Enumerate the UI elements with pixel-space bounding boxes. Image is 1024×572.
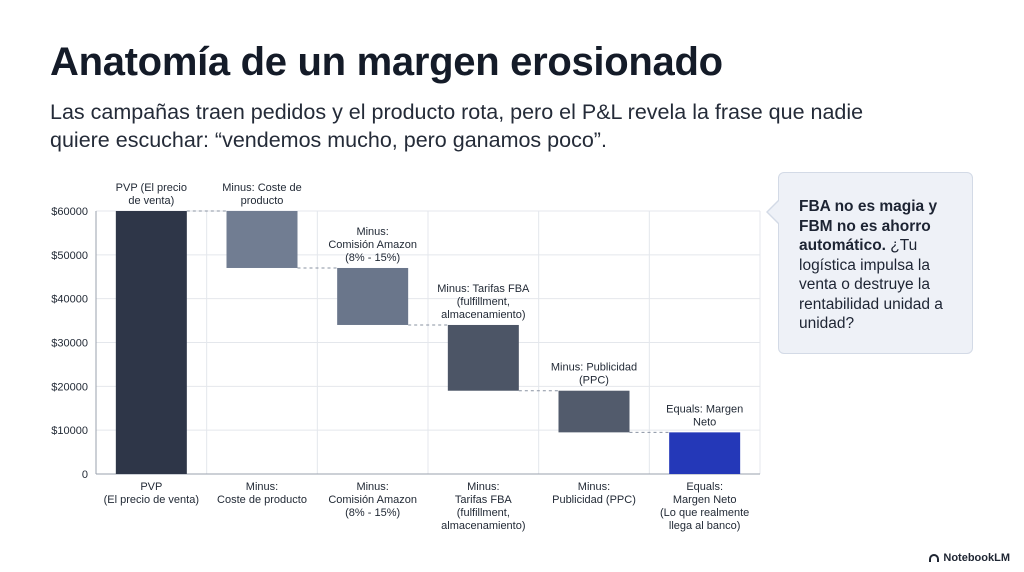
x-category-label: Tarifas FBA [455, 494, 513, 506]
notebooklm-logo-icon [929, 554, 940, 562]
x-category-label: Minus: [467, 481, 499, 493]
x-category-label: Publicidad (PPC) [552, 494, 636, 506]
x-category-label: Minus: [578, 481, 610, 493]
x-category-label: (Lo que realmente [660, 507, 749, 519]
bar-top-label: Minus: Tarifas FBA [437, 283, 530, 295]
x-category-label: llega al banco) [669, 520, 741, 532]
y-tick-label: $10000 [51, 425, 88, 437]
callout-bold-text: FBA no es magia y FBM no es ahorro autom… [799, 198, 938, 254]
y-tick-label: 0 [82, 469, 88, 481]
y-tick-label: $50000 [51, 250, 88, 262]
y-tick-label: $60000 [51, 206, 88, 218]
bar-top-label: (8% - 15%) [345, 252, 400, 264]
bar-top-label: Minus: Coste de [222, 182, 301, 194]
bar-top-label: producto [241, 195, 284, 207]
bar-top-label: Equals: Margen [666, 403, 743, 415]
callout-box: FBA no es magia y FBM no es ahorro autom… [766, 172, 973, 354]
bar-top-label: Minus: Publicidad [551, 362, 637, 374]
x-category-label: Comisión Amazon [328, 494, 417, 506]
page-subtitle: Las campañas traen pedidos y el producto… [50, 100, 864, 152]
y-tick-label: $40000 [51, 294, 88, 306]
waterfall-bar [115, 211, 187, 474]
brand-footer: NotebookLM [929, 552, 1010, 564]
bar-top-label: Minus: [356, 226, 388, 238]
x-category-label: Minus: [356, 481, 388, 493]
x-category-label: almacenamiento) [441, 520, 525, 532]
waterfall-bar [558, 390, 630, 433]
x-category-label: (El precio de venta) [104, 494, 199, 506]
waterfall-chart: 0 $10000 $20000 $30000 $40000 $50000 $60000 PVP… [51, 182, 761, 532]
callout-text: ¿Tu logística impulsa la venta o destruy… [799, 237, 943, 332]
bar-top-label: PVP (El precio [116, 182, 187, 194]
bar-top-label: (fulfillment, [457, 296, 510, 308]
bar-top-label: Neto [693, 416, 716, 428]
callout-pointer [766, 199, 780, 225]
waterfall-bar [669, 432, 741, 474]
x-category-label: Coste de producto [217, 494, 307, 506]
x-category-label: Minus: [246, 481, 278, 493]
waterfall-bar [447, 324, 519, 391]
page-title: Anatomía de un margen erosionado [50, 40, 723, 84]
waterfall-bar [337, 267, 409, 325]
x-category-label: PVP [140, 481, 162, 493]
bar-top-label: de venta) [128, 195, 174, 207]
x-category-label: Margen Neto [673, 494, 737, 506]
x-category-label: Equals: [686, 481, 723, 493]
x-category-label: (8% - 15%) [345, 507, 400, 519]
waterfall-bar [226, 211, 298, 268]
x-category-label: (fulfillment, [457, 507, 510, 519]
bar-top-label: almacenamiento) [441, 309, 525, 321]
brand-label: NotebookLM [943, 552, 1010, 564]
y-tick-label: $20000 [51, 381, 88, 393]
y-tick-label: $30000 [51, 338, 88, 350]
bar-top-label: Comisión Amazon [328, 239, 417, 251]
bar-top-label: (PPC) [579, 375, 609, 387]
